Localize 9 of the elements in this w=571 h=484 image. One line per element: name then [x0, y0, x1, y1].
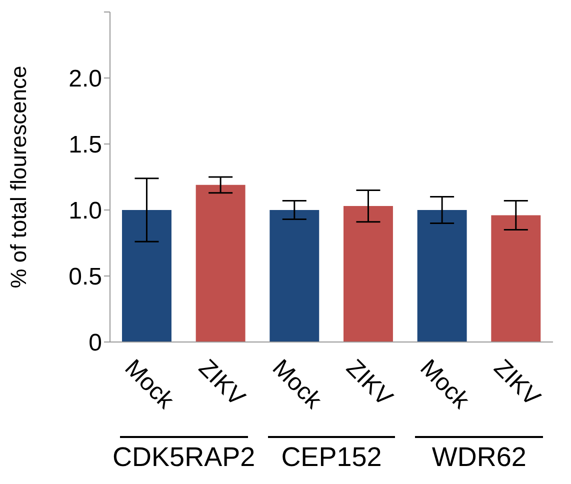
text: CDK5RAP2 [112, 442, 256, 473]
y-tick-label: 1.0 [68, 198, 102, 225]
y-tick-label: 2.0 [68, 66, 102, 93]
text: CEP152 [281, 442, 382, 472]
y-tick-label: 0.5 [68, 264, 102, 291]
text: WDR62 [430, 442, 528, 473]
y-axis-title: % of total flourescence [6, 66, 31, 288]
y-tick-label: 1.5 [68, 132, 102, 159]
y-tick-label: 0 [88, 330, 102, 357]
